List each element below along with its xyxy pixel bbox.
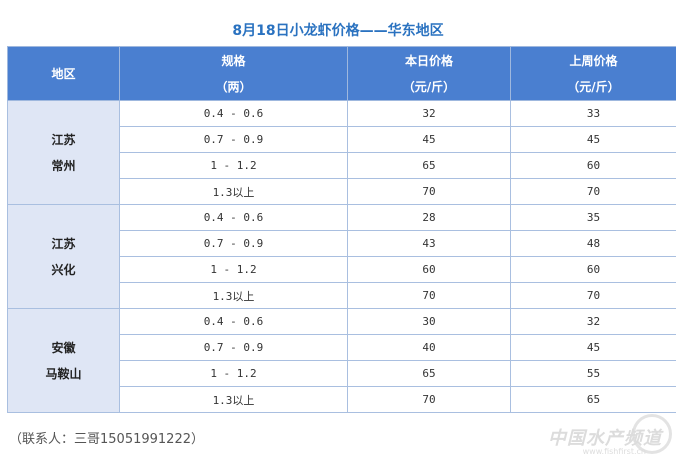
table-header-row: 地区 规格 （两） 本日价格 （元/斤） 上周价格 （元/斤）: [7, 46, 676, 101]
header-region: 地区: [7, 46, 120, 101]
last-week-price-cell: 32: [510, 308, 676, 335]
today-price-cell: 65: [347, 152, 511, 179]
last-week-price-cell: 48: [510, 230, 676, 257]
spec-cell: 1 - 1.2: [119, 256, 348, 283]
header-spec: 规格 （两）: [119, 46, 348, 101]
globe-icon: [632, 414, 672, 454]
today-price-cell: 30: [347, 308, 511, 335]
today-price-cell: 32: [347, 100, 511, 127]
last-week-price-cell: 35: [510, 204, 676, 231]
page-title: 8月18日小龙虾价格——华东地区: [232, 23, 444, 39]
table-row: 江苏 常州 0.4 - 0.6 32 33: [7, 100, 676, 205]
spec-cell: 0.7 - 0.9: [119, 126, 348, 153]
table-row: 安徽 马鞍山 0.4 - 0.6 30 32: [7, 308, 676, 413]
table-row: 1.3以上 70 70: [8, 178, 676, 205]
last-week-price-cell: 60: [510, 256, 676, 283]
last-week-price-cell: 45: [510, 334, 676, 361]
spec-cell: 1 - 1.2: [119, 152, 348, 179]
today-price-cell: 43: [347, 230, 511, 257]
spec-cell: 0.7 - 0.9: [119, 230, 348, 257]
spec-cell: 0.4 - 0.6: [119, 308, 348, 335]
today-price-cell: 28: [347, 204, 511, 231]
table-row: 1.3以上 70 70: [8, 282, 676, 309]
table-row: 江苏 兴化 0.4 - 0.6 28 35: [7, 204, 676, 309]
watermark-url: www.fishfirst.cn: [582, 447, 646, 456]
table-row: 1 - 1.2 60 60: [8, 256, 676, 283]
today-price-cell: 70: [347, 178, 511, 205]
spec-cell: 0.4 - 0.6: [119, 100, 348, 127]
region-cell: 安徽 马鞍山: [7, 308, 120, 413]
table-row: 1 - 1.2 65 55: [8, 360, 676, 387]
last-week-price-cell: 60: [510, 152, 676, 179]
watermark-logo: 中国水产频道: [548, 428, 662, 449]
today-price-cell: 65: [347, 360, 511, 387]
last-week-price-cell: 65: [510, 386, 676, 413]
header-last-week-price: 上周价格 （元/斤）: [510, 46, 676, 101]
last-week-price-cell: 70: [510, 178, 676, 205]
contact-note: （联系人：三哥15051991222）: [9, 432, 204, 447]
table-row: 0.7 - 0.9 43 48: [8, 230, 676, 257]
last-week-price-cell: 33: [510, 100, 676, 127]
region-cell: 江苏 兴化: [7, 204, 120, 309]
today-price-cell: 60: [347, 256, 511, 283]
header-today-price: 本日价格 （元/斤）: [347, 46, 511, 101]
spec-cell: 1.3以上: [119, 282, 348, 309]
region-cell: 江苏 常州: [7, 100, 120, 205]
spec-cell: 0.7 - 0.9: [119, 334, 348, 361]
last-week-price-cell: 70: [510, 282, 676, 309]
spec-cell: 1 - 1.2: [119, 360, 348, 387]
last-week-price-cell: 55: [510, 360, 676, 387]
table-row: 1 - 1.2 65 60: [8, 152, 676, 179]
today-price-cell: 40: [347, 334, 511, 361]
spec-cell: 1.3以上: [119, 178, 348, 205]
today-price-cell: 70: [347, 386, 511, 413]
today-price-cell: 45: [347, 126, 511, 153]
table-row: 1.3以上 70 65: [8, 386, 676, 413]
today-price-cell: 70: [347, 282, 511, 309]
price-table: 地区 规格 （两） 本日价格 （元/斤） 上周价格 （元/斤） 江苏 常州 0.4 - 0…: [7, 46, 676, 413]
last-week-price-cell: 45: [510, 126, 676, 153]
table-row: 0.7 - 0.9 40 45: [8, 334, 676, 361]
spec-cell: 1.3以上: [119, 386, 348, 413]
spec-cell: 0.4 - 0.6: [119, 204, 348, 231]
